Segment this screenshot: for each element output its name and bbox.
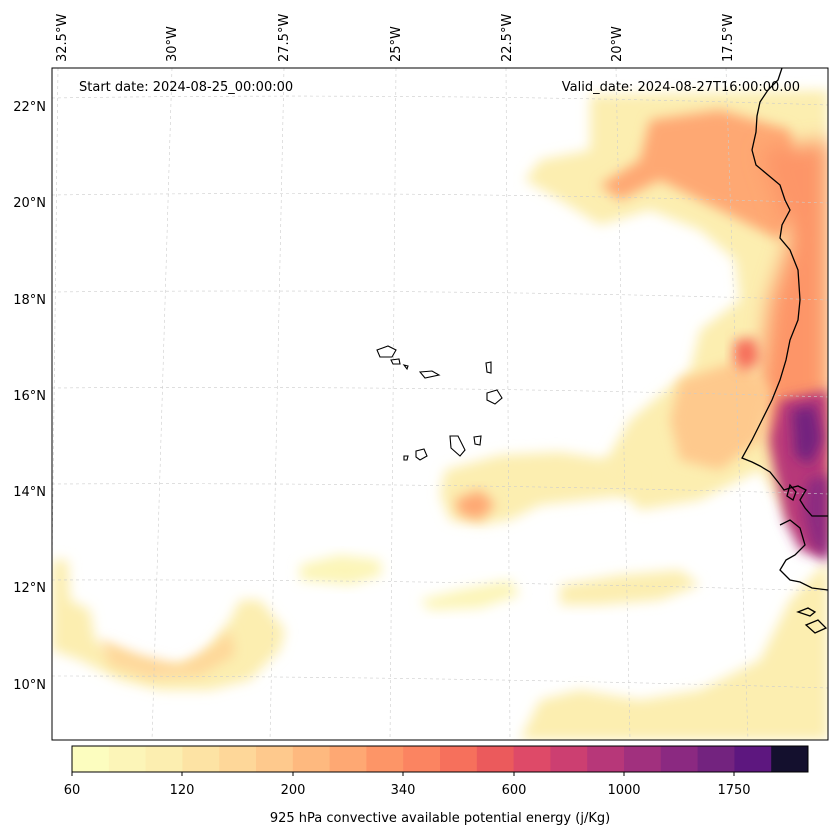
cape-band-southwest	[100, 630, 235, 678]
gridlines	[52, 68, 828, 740]
cape-region-mid-orange	[670, 360, 770, 470]
colorbar-swatch	[256, 746, 294, 772]
lat-label: 18°N	[13, 293, 46, 308]
colorbar-tick-label: 1750	[717, 783, 750, 798]
island-boa-vista	[486, 389, 503, 405]
cape-verde-islands	[376, 345, 503, 461]
start-date-label: Start date: 2024-08-25_00:00:00	[79, 80, 293, 95]
island-brava	[403, 455, 409, 461]
longitude-labels: 32.5°W 30°W 27.5°W 25°W 22.5°W 20°W 17.5…	[55, 14, 736, 62]
colorbar-tick-label: 1000	[607, 783, 640, 798]
lon-label: 32.5°W	[55, 14, 70, 62]
island-sal	[485, 361, 492, 374]
lon-label: 20°W	[610, 26, 625, 62]
colorbar-swatch	[771, 746, 809, 772]
lon-label: 22.5°W	[500, 14, 515, 62]
cape-spot-inland	[733, 338, 760, 372]
lon-label: 25°W	[389, 26, 404, 62]
colorbar-tick-label: 120	[170, 783, 195, 798]
colorbar: 60 120 200 340 600 1000 1750 925 hPa con…	[64, 745, 809, 826]
island-fogo	[415, 448, 428, 461]
colorbar-tick-label: 60	[64, 783, 81, 798]
colorbar-swatch	[513, 746, 551, 772]
cape-field	[52, 90, 828, 740]
island-sao-nicolau	[418, 370, 441, 379]
cape-region-south-mid	[420, 580, 520, 610]
colorbar-swatch	[145, 746, 183, 772]
colorbar-tick-label: 200	[281, 783, 306, 798]
colorbar-swatch	[182, 746, 220, 772]
cape-region-south-band	[300, 555, 382, 585]
island-sao-vicente	[390, 358, 401, 365]
colorbar-swatch	[440, 746, 478, 772]
lat-label: 10°N	[13, 678, 46, 693]
latitude-labels: 22°N 20°N 18°N 16°N 14°N 12°N 10°N	[13, 100, 46, 693]
colorbar-swatch	[403, 746, 441, 772]
island-santo-antao	[376, 345, 397, 358]
colorbar-title: 925 hPa convective available potential e…	[270, 811, 610, 826]
colorbar-swatch	[476, 746, 515, 772]
lat-label: 16°N	[13, 389, 46, 404]
colorbar-swatch	[108, 746, 147, 772]
colorbar-swatch	[587, 746, 625, 772]
island-maio	[473, 435, 482, 446]
island-santiago	[449, 435, 466, 457]
colorbar-swatch	[734, 746, 772, 772]
colorbar-swatch	[624, 746, 662, 772]
island-santa-luzia	[402, 364, 409, 371]
colorbar-swatch	[366, 746, 404, 772]
colorbar-swatch	[329, 746, 367, 772]
cape-spot-central	[455, 490, 495, 520]
map-frame	[51, 67, 829, 741]
lat-label: 20°N	[13, 196, 46, 211]
cape-region-peak-south	[804, 475, 828, 560]
lon-label: 17.5°W	[721, 14, 736, 62]
lon-label: 27.5°W	[277, 14, 292, 62]
cape-region-north-orange	[600, 110, 800, 240]
lat-label: 12°N	[13, 581, 46, 596]
lat-label: 22°N	[13, 100, 46, 115]
colorbar-swatch	[697, 746, 735, 772]
colorbar-tick-label: 600	[502, 783, 527, 798]
map-panel	[52, 68, 828, 740]
cape-region-peak	[792, 405, 822, 465]
colorbar-swatch	[660, 746, 699, 772]
colorbar-tick-label: 340	[391, 783, 416, 798]
cape-region-bottom	[520, 560, 828, 740]
lat-label: 14°N	[13, 485, 46, 500]
colorbar-swatch	[219, 746, 257, 772]
colorbar-frame	[71, 745, 809, 773]
colorbar-ticks	[71, 772, 735, 776]
colorbar-swatch	[292, 746, 331, 772]
colorbar-swatch	[550, 746, 588, 772]
colorbar-swatch	[72, 746, 110, 772]
lon-label: 30°W	[165, 26, 180, 62]
colorbar-swatches	[72, 746, 809, 772]
valid-date-label: Valid_date: 2024-08-27T16:00:00.00	[562, 80, 800, 95]
coastline	[741, 68, 828, 634]
cape-region-southeast	[560, 570, 700, 605]
